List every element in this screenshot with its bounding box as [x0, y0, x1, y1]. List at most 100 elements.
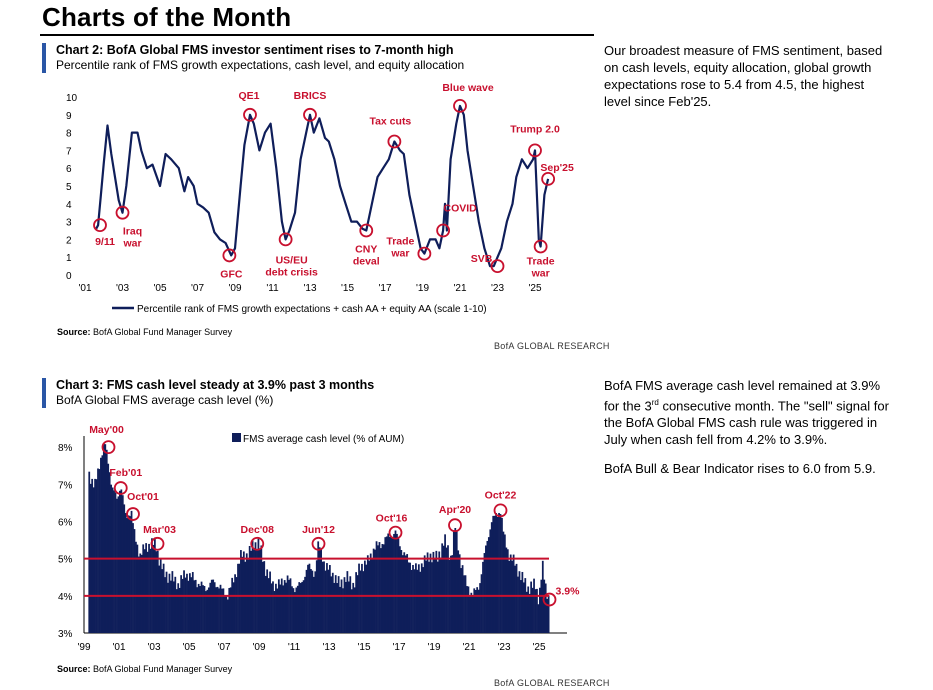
chart2-x-tick-label: '07: [191, 283, 204, 294]
chart3-bar: [540, 579, 543, 633]
chart3-bar: [283, 580, 286, 633]
chart3-bar: [175, 589, 178, 633]
chart3-bar: [258, 548, 261, 633]
chart2-annotation-label: SVB: [471, 253, 493, 265]
chart3-bar: [394, 530, 397, 633]
chart3-bar: [167, 582, 169, 633]
chart3-bar: [419, 571, 422, 633]
chart3-bar: [120, 489, 123, 633]
chart3-annotation-label: Mar'03: [143, 524, 176, 536]
chart3-bar: [317, 541, 320, 633]
chart3-bar: [168, 573, 171, 633]
chart3-bar: [205, 591, 207, 633]
chart3-bar: [187, 580, 190, 633]
chart3-bar: [212, 579, 215, 633]
chart3-commentary-1a: BofA FMS average cash level remained at …: [604, 378, 881, 414]
chart3-bar: [251, 540, 254, 633]
chart3-annotation-marker: [113, 481, 128, 495]
chart3-bar: [323, 561, 325, 633]
chart3-bar: [285, 582, 288, 633]
chart3-bar: [506, 549, 509, 633]
chart3-bar: [267, 578, 270, 633]
chart2-annotation-marker: [490, 259, 505, 274]
chart2-x-tick-label: '09: [228, 283, 241, 294]
chart2-annotation-marker: [417, 246, 432, 261]
chart3-bar: [334, 575, 337, 633]
chart3-bar: [458, 554, 461, 633]
chart3-y-tick-label: 5%: [58, 555, 73, 566]
chart3-bar: [413, 569, 416, 633]
chart3-y-tick-label: 8%: [58, 443, 73, 454]
chart3-bar: [385, 536, 388, 633]
chart3-bar: [97, 468, 99, 633]
chart2-y-tick-label: 4: [66, 200, 72, 211]
chart3-bar: [501, 517, 503, 633]
chart2-x-tick-label: '11: [266, 283, 279, 294]
chart3-bar: [489, 529, 492, 633]
chart3-bar: [88, 471, 91, 633]
chart3-bar: [305, 569, 308, 633]
chart3-bar: [197, 583, 200, 633]
chart2-source-text: BofA Global Fund Manager Survey: [93, 327, 233, 337]
chart3-bar: [380, 548, 382, 633]
chart3-bar: [123, 504, 126, 633]
chart3-bar: [191, 572, 194, 633]
chart3-bar: [429, 553, 432, 633]
chart2-y-tick-label: 6: [66, 164, 72, 175]
chart2-y-tick-label: 7: [66, 146, 72, 157]
chart3-bar: [127, 515, 130, 633]
chart3-bar: [178, 587, 181, 633]
chart3-bar: [450, 555, 452, 633]
chart3-bar: [298, 582, 301, 633]
chart3-bar: [213, 582, 216, 633]
chart3-bar: [528, 593, 531, 633]
chart3-bar: [242, 551, 245, 633]
chart3-bar: [174, 576, 177, 633]
chart2-y-tick-label: 10: [66, 93, 78, 104]
chart2-annotation-label: Sep'25: [540, 162, 574, 174]
chart2-annotation-marker: [243, 107, 257, 122]
chart2-annotation-label: CNY deval: [353, 244, 380, 268]
chart2-y-tick-label: 0: [66, 271, 72, 282]
chart3-bar: [206, 589, 209, 633]
chart3-bar: [346, 571, 349, 633]
chart3-bar: [340, 579, 343, 633]
chart3-commentary-1b: consecutive month. The "sell" signal for…: [604, 398, 889, 448]
chart2-y-tick-label: 5: [66, 182, 72, 193]
chart3-bar: [404, 555, 407, 633]
chart3-bar: [171, 571, 174, 633]
chart3-bar: [366, 555, 369, 633]
chart3-bar: [438, 551, 441, 633]
chart3-y-tick-label: 4%: [58, 592, 73, 603]
chart3-bar: [209, 582, 212, 633]
chart3-bar: [499, 514, 502, 633]
chart3-bar: [293, 592, 296, 633]
chart3-bar: [121, 495, 124, 633]
chart3-bar: [321, 561, 324, 633]
chart3-bar: [409, 562, 411, 633]
chart3-bar: [337, 576, 340, 633]
chart3-bar: [505, 547, 508, 633]
chart2-y-tick-label: 9: [66, 111, 72, 122]
chart3-annotation-marker: [448, 518, 462, 533]
chart3-legend-label: FMS average cash level (% of AUM): [243, 434, 404, 445]
chart3-bar: [135, 541, 137, 633]
chart3-x-tick-label: '21: [462, 642, 475, 653]
chart3-bar: [282, 585, 285, 633]
chart3-bar: [107, 463, 110, 633]
chart3-bar: [117, 496, 120, 633]
chart3-bar: [349, 576, 352, 633]
chart3-bar: [145, 543, 148, 633]
chart3-x-tick-label: '05: [182, 642, 195, 653]
chart3-bar: [355, 572, 358, 633]
chart3-bar: [460, 568, 463, 633]
chart2-header: Chart 2: BofA Global FMS investor sentim…: [42, 43, 464, 73]
chart2-annotation-marker: [222, 248, 237, 263]
chart3-bar: [467, 586, 470, 633]
chart3-bar: [302, 580, 305, 633]
chart3-bar: [225, 595, 228, 633]
chart3-bar: [151, 538, 153, 633]
chart3-bar: [384, 537, 387, 633]
chart3-bar: [156, 550, 159, 633]
chart3-bar: [546, 598, 549, 633]
